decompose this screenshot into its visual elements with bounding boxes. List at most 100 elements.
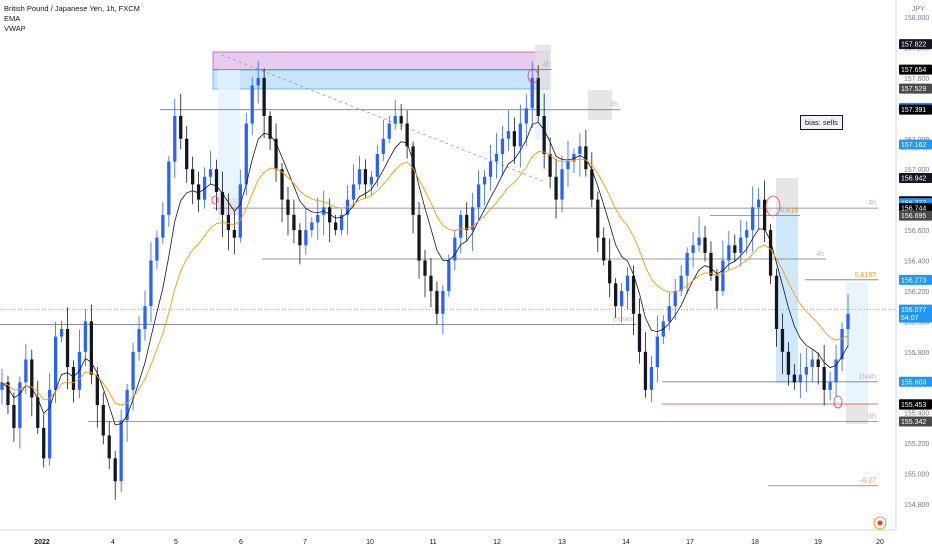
candle-bullish[interactable] xyxy=(250,85,254,124)
candle-bullish[interactable] xyxy=(24,359,28,383)
candle-bearish[interactable] xyxy=(280,169,284,200)
candle-bearish[interactable] xyxy=(542,115,546,154)
candle-bullish[interactable] xyxy=(256,77,260,86)
candle-bearish[interactable] xyxy=(399,115,403,124)
candle-bullish[interactable] xyxy=(840,328,844,360)
candle-bullish[interactable] xyxy=(202,176,207,200)
candle-bullish[interactable] xyxy=(739,237,743,253)
candle-bullish[interactable] xyxy=(155,237,159,261)
candle-bullish[interactable] xyxy=(846,313,850,329)
candle-bearish[interactable] xyxy=(703,237,707,253)
candle-bearish[interactable] xyxy=(363,169,368,185)
candle-bearish[interactable] xyxy=(768,230,773,276)
candle-bullish[interactable] xyxy=(369,176,374,185)
candle-bullish[interactable] xyxy=(375,153,379,177)
candle-bearish[interactable] xyxy=(286,199,290,215)
candle-bullish[interactable] xyxy=(304,230,308,246)
time-axis[interactable] xyxy=(0,530,896,550)
candle-bullish[interactable] xyxy=(0,382,4,390)
candle-bearish[interactable] xyxy=(30,359,34,398)
candle-bearish[interactable] xyxy=(637,313,642,352)
candle-bearish[interactable] xyxy=(268,115,272,139)
candle-bullish[interactable] xyxy=(125,389,129,421)
candle-bearish[interactable] xyxy=(631,275,636,314)
candle-bearish[interactable] xyxy=(590,169,594,200)
candle-bearish[interactable] xyxy=(95,374,99,406)
candle-bearish[interactable] xyxy=(333,222,338,231)
candle-bullish[interactable] xyxy=(756,199,761,208)
candle-bullish[interactable] xyxy=(173,115,177,162)
candle-bullish[interactable] xyxy=(506,131,511,139)
candle-bearish[interactable] xyxy=(89,321,94,375)
candle-bullish[interactable] xyxy=(530,77,534,109)
candle-bearish[interactable] xyxy=(226,214,231,231)
candle-bullish[interactable] xyxy=(625,275,630,291)
candle-bullish[interactable] xyxy=(673,290,677,307)
candle-bearish[interactable] xyxy=(107,435,111,459)
logo-icon[interactable] xyxy=(873,516,887,530)
trendline[interactable] xyxy=(221,54,546,183)
candle-bearish[interactable] xyxy=(196,184,201,200)
candle-bearish[interactable] xyxy=(232,230,236,238)
candle-bearish[interactable] xyxy=(465,214,469,231)
candle-bullish[interactable] xyxy=(685,252,689,276)
candle-bullish[interactable] xyxy=(488,161,493,177)
candle-bullish[interactable] xyxy=(798,374,802,383)
indicator-ema-label[interactable]: EMA xyxy=(4,14,21,23)
candle-bearish[interactable] xyxy=(292,214,296,231)
candle-bullish[interactable] xyxy=(441,290,445,314)
candle-bullish[interactable] xyxy=(560,169,564,200)
candle-bullish[interactable] xyxy=(649,367,654,390)
candle-bullish[interactable] xyxy=(482,176,487,185)
candle-bullish[interactable] xyxy=(500,138,505,154)
candle-bearish[interactable] xyxy=(101,405,105,436)
candle-bearish[interactable] xyxy=(786,351,791,375)
candle-bullish[interactable] xyxy=(679,275,683,291)
candle-bullish[interactable] xyxy=(834,359,838,383)
candle-bullish[interactable] xyxy=(453,237,457,261)
candle-bullish[interactable] xyxy=(566,161,570,170)
candle-bearish[interactable] xyxy=(274,138,278,170)
candle-bullish[interactable] xyxy=(310,222,314,231)
candle-bullish[interactable] xyxy=(727,245,731,261)
candle-bearish[interactable] xyxy=(435,290,439,314)
candle-bearish[interactable] xyxy=(822,367,826,390)
candle-bullish[interactable] xyxy=(578,146,582,154)
candle-bearish[interactable] xyxy=(643,351,648,390)
candle-bullish[interactable] xyxy=(387,123,391,139)
candle-bullish[interactable] xyxy=(238,184,242,238)
bias-note[interactable]: bias: sells xyxy=(800,115,843,130)
candle-bearish[interactable] xyxy=(774,275,779,329)
candle-bearish[interactable] xyxy=(614,283,618,307)
candle-bullish[interactable] xyxy=(804,367,808,375)
candle-bullish[interactable] xyxy=(721,260,725,291)
candle-bullish[interactable] xyxy=(655,336,659,368)
candle-bullish[interactable] xyxy=(447,260,451,291)
candle-bearish[interactable] xyxy=(417,214,421,261)
candle-bullish[interactable] xyxy=(316,214,320,223)
candle-bearish[interactable] xyxy=(298,230,302,246)
candle-bullish[interactable] xyxy=(351,184,356,200)
candle-bullish[interactable] xyxy=(745,230,749,238)
candle-bearish[interactable] xyxy=(65,328,70,368)
candle-bearish[interactable] xyxy=(423,260,427,276)
candle-bullish[interactable] xyxy=(357,169,362,185)
candle-bullish[interactable] xyxy=(143,306,147,329)
candle-bullish[interactable] xyxy=(518,123,522,147)
candle-bearish[interactable] xyxy=(405,123,409,147)
candle-bullish[interactable] xyxy=(572,153,576,162)
candle-bullish[interactable] xyxy=(119,420,123,482)
candle-bullish[interactable] xyxy=(208,169,213,177)
candle-bullish[interactable] xyxy=(18,382,22,428)
candle-bearish[interactable] xyxy=(262,77,266,116)
indicator-vwap-label[interactable]: VWAP xyxy=(4,24,26,33)
candle-bearish[interactable] xyxy=(191,169,195,185)
candle-bullish[interactable] xyxy=(697,237,701,246)
candle-bearish[interactable] xyxy=(411,146,415,215)
candle-bullish[interactable] xyxy=(828,382,832,390)
candle-bullish[interactable] xyxy=(137,328,141,352)
candle-bearish[interactable] xyxy=(214,169,219,193)
candle-bullish[interactable] xyxy=(53,336,58,390)
symbol-title[interactable]: British Pound / Japanese Yen, 1h, FXCM xyxy=(4,4,140,13)
